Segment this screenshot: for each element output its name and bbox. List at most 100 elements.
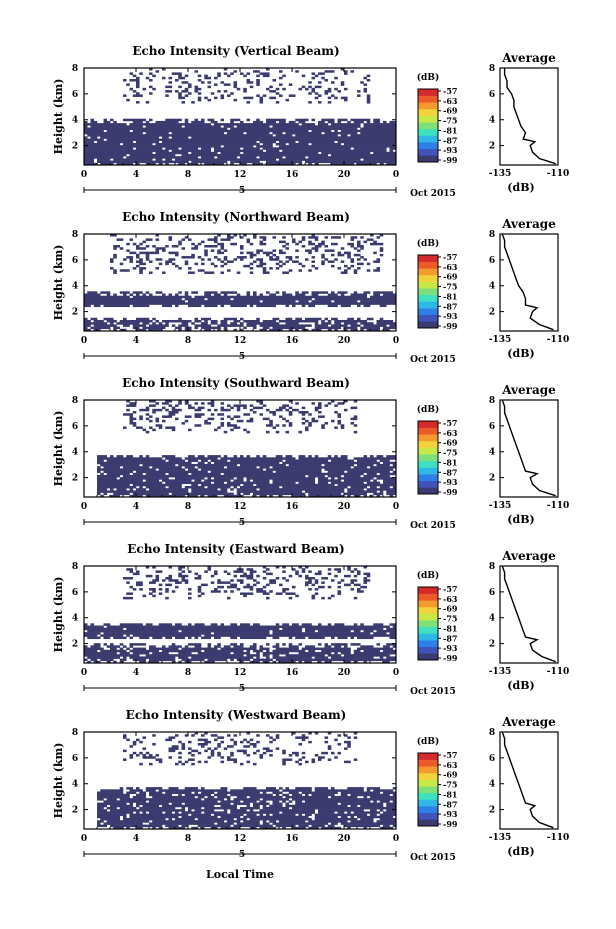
echo-cell [344,304,348,308]
echo-cell [116,470,121,474]
echo-cell [295,260,299,263]
echo-cell [197,300,202,303]
echo-cell [204,463,208,467]
echo-cell [90,136,95,139]
echo-cell [84,156,88,159]
colorbar-tick-label: -87 [443,301,457,311]
echo-cell [132,404,137,407]
echo-cell [240,245,244,248]
echo-cell [152,123,156,126]
echo-cell [210,326,215,330]
echo-cell [275,455,280,458]
echo-cell [272,138,277,142]
echo-cell [220,134,225,137]
echo-cell [204,302,208,305]
echo-cell [210,457,215,460]
echo-cell [305,481,309,485]
echo-cell [246,238,251,241]
colorbar-segment [418,122,438,130]
echo-cell [334,236,338,239]
echo-cell [259,474,264,478]
echo-cell [155,485,160,489]
echo-cell [220,479,225,482]
echo-cell [168,127,173,131]
echo-cell [318,317,322,321]
echo-cell [256,136,260,139]
echo-cell [100,142,104,146]
echo-cell [318,457,322,460]
echo-cell [100,490,104,493]
echo-cell [308,92,312,95]
echo-cell [279,76,283,80]
echo-cell [175,72,179,75]
echo-cell [207,98,212,102]
echo-cell [149,472,153,476]
echo-cell [155,481,160,485]
echo-cell [334,481,338,485]
echo-cell [93,317,98,321]
echo-cell [266,123,270,126]
echo-cell [162,472,166,476]
echo-cell [282,302,286,305]
echo-cell [97,140,101,144]
echo-cell [100,156,104,159]
echo-cell [210,125,215,128]
echo-cell [129,238,134,241]
echo-cell [126,129,130,133]
echo-cell [324,70,329,73]
echo-cell [230,136,234,139]
echo-cell [204,300,208,303]
echo-cell [324,322,329,325]
echo-cell [132,402,137,405]
echo-cell [318,140,322,144]
echo-cell [158,483,163,487]
echo-cell [240,479,244,482]
echo-cell [139,455,143,458]
echo-cell [158,324,163,327]
echo-cell [119,140,124,144]
echo-cell [168,147,173,150]
echo-cell [259,249,264,252]
echo-cell [240,317,244,321]
echo-cell [165,426,169,429]
echo-cell [292,481,296,485]
echo-cell [145,302,150,305]
echo-cell [262,417,267,421]
echo-cell [116,479,121,482]
echo-cell [155,138,160,142]
echo-cell [106,483,111,487]
echo-cell [324,317,329,321]
echo-cell [90,138,95,142]
echo-cell [220,81,225,84]
echo-cell [165,134,169,137]
echo-cell [282,404,286,407]
echo-cell [253,140,257,144]
echo-cell [132,79,137,82]
echo-cell [318,127,322,131]
echo-cell [366,120,371,124]
echo-cell [266,142,270,146]
echo-cell [363,326,368,330]
echo-cell [392,153,397,157]
echo-cell [314,490,319,493]
echo-cell [301,479,306,482]
echo-cell [194,413,199,416]
echo-cell [350,258,355,261]
echo-cell [282,417,286,421]
echo-cell [116,125,121,128]
echo-cell [392,140,397,144]
echo-cell [214,145,218,148]
echo-cell [269,483,273,487]
echo-cell [139,156,143,159]
echo-cell [181,477,186,480]
echo-cell [256,127,260,131]
echo-cell [279,488,283,491]
echo-cell [337,153,342,157]
echo-cell [217,162,221,166]
echo-cell [103,326,108,330]
echo-cell [162,76,166,80]
echo-cell [373,240,377,244]
echo-cell [314,92,319,95]
echo-cell [155,492,160,496]
echo-cell [175,479,179,482]
